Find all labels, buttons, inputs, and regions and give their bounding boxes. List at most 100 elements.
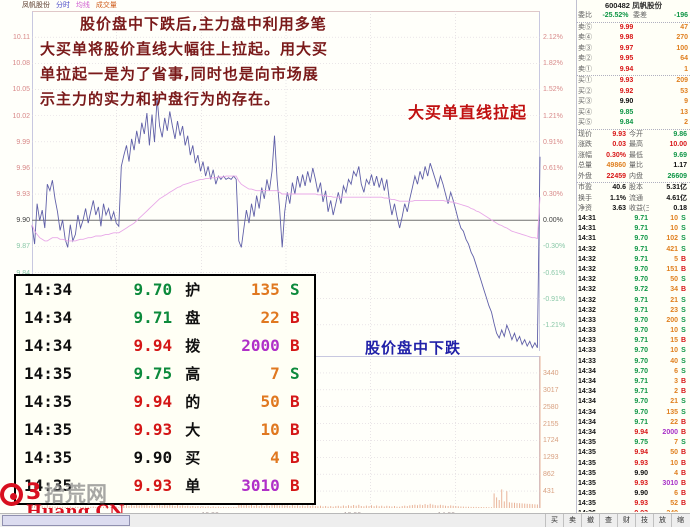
chart-header-indicator-fenshi[interactable]: 分时: [55, 2, 70, 9]
tick-time: 14:31: [578, 225, 596, 233]
chart-header-indicator-volume[interactable]: 成交量: [95, 2, 117, 9]
status-bar-button[interactable]: 缩: [671, 514, 689, 527]
chart-header-indicator-junjia[interactable]: 均线: [75, 2, 90, 9]
status-bar[interactable]: 买卖撤查财技放缩: [0, 513, 690, 527]
ask-label: 卖④: [578, 34, 592, 41]
tick-row[interactable]: 14:32 9.70 151 B: [577, 265, 690, 275]
divider: [577, 128, 690, 130]
status-bar-button[interactable]: 技: [635, 514, 653, 527]
chart-region[interactable]: 凤帆股份 分时 均线 成交量 10.11 10.08 10.05 10.02 9.99 9…: [0, 0, 576, 527]
bid-row[interactable]: 买④ 9.85 13: [577, 108, 690, 119]
tick-row[interactable]: 14:32 9.72 34 B: [577, 285, 690, 295]
price-axis-left-tick: 9.90: [16, 217, 30, 225]
tick-detail-row: 14:35 9.94 的 50 B: [16, 388, 314, 416]
ask-book[interactable]: 卖⑤ 9.99 47 卖④ 9.98 270 卖③ 9.97 100 卖② 9.95 64 卖① 9.94…: [577, 23, 690, 76]
ask-price: 9.94: [619, 65, 634, 73]
tick-row[interactable]: 14:34 9.71 22 B: [577, 418, 690, 428]
ask-row[interactable]: 卖⑤ 9.99 47: [577, 23, 690, 34]
stock-name: 凤帆股份: [632, 1, 663, 10]
tick-row[interactable]: 14:35 9.93 10 B: [577, 459, 690, 469]
tick-side: B: [680, 459, 687, 467]
tick-row[interactable]: 14:34 9.70 21 S: [577, 397, 690, 407]
tick-volume: 15: [670, 337, 678, 345]
bid-row[interactable]: 买⑤ 9.84 2: [577, 118, 690, 129]
bid-row[interactable]: 买① 9.93 209: [577, 76, 690, 87]
tick-row[interactable]: 14:31 9.70 102 S: [577, 234, 690, 244]
tick-row[interactable]: 14:35 9.93 3010 B: [577, 479, 690, 489]
price-axis-left-tick: 9.93: [16, 191, 30, 199]
tick-time: 14:35: [24, 420, 73, 439]
divider: [577, 21, 690, 23]
tick-row[interactable]: 14:32 9.71 21 S: [577, 296, 690, 306]
ask-volume: 1: [684, 65, 688, 73]
tick-volume: 6: [674, 490, 678, 498]
chart-header-stock-name: 凤帆股份: [22, 2, 50, 9]
tick-row[interactable]: 14:34 9.70 6 S: [577, 367, 690, 377]
tick-row[interactable]: 14:31 9.71 10 S: [577, 214, 690, 224]
tick-row[interactable]: 14:32 9.71 23 S: [577, 306, 690, 316]
tick-row[interactable]: 14:32 9.71 5 B: [577, 255, 690, 265]
tick-volume: 40: [670, 357, 678, 365]
tick-row[interactable]: 14:32 9.71 421 S: [577, 245, 690, 255]
tick-row[interactable]: 14:35 9.75 7 S: [577, 438, 690, 448]
tick-row[interactable]: 14:369.93249: [577, 509, 690, 512]
ask-row[interactable]: 卖① 9.94 1: [577, 65, 690, 76]
tick-row[interactable]: 14:34 9.71 3 B: [577, 377, 690, 387]
tick-row[interactable]: 14:35 9.93 52 B: [577, 499, 690, 509]
status-bar-tab[interactable]: [2, 515, 130, 526]
status-bar-button[interactable]: 财: [617, 514, 635, 527]
tick-row[interactable]: 14:33 9.70 10 S: [577, 346, 690, 356]
tick-row[interactable]: 14:33 9.70 40 S: [577, 357, 690, 367]
tick-time: 14:34: [578, 418, 596, 426]
tick-volume: 10: [670, 347, 678, 355]
tick-volume: 200: [666, 316, 678, 324]
status-bar-button[interactable]: 买: [545, 514, 563, 527]
tick-row[interactable]: 14:35 9.90 6 B: [577, 489, 690, 499]
ask-row[interactable]: 卖④ 9.98 270: [577, 33, 690, 44]
ask-price: 9.98: [619, 34, 634, 41]
tick-side: B: [680, 490, 687, 498]
summary-value: 49860: [606, 162, 626, 169]
tick-side: B: [290, 420, 300, 439]
annotation-char: 大: [185, 421, 201, 439]
tick-row[interactable]: 14:35 9.90 4 B: [577, 469, 690, 479]
weibi-value: -25.52%: [602, 12, 629, 19]
tick-time: 14:35: [578, 490, 596, 498]
tick-side: B: [290, 308, 300, 327]
series-average: [31, 175, 541, 242]
tick-row[interactable]: 14:34 9.70 135 S: [577, 408, 690, 418]
bid-book[interactable]: 买① 9.93 209 买② 9.92 53 买③ 9.90 9 买④ 9.85 13 买⑤ 9.84 2: [577, 76, 690, 129]
tick-row[interactable]: 14:35 9.94 50 B: [577, 448, 690, 458]
quote-panel[interactable]: 600482 凤帆股份 委比 -25.52% 委差 -196 卖⑤ 9.99 47 卖…: [576, 0, 690, 527]
tick-side: S: [290, 280, 300, 299]
bid-row[interactable]: 买② 9.92 53: [577, 87, 690, 98]
volume-axis-tick: 431: [543, 488, 555, 496]
tick-row[interactable]: 14:31 9.71 10 S: [577, 224, 690, 234]
bid-row[interactable]: 买③ 9.90 9: [577, 97, 690, 108]
status-bar-button[interactable]: 查: [599, 514, 617, 527]
tick-side: B: [680, 378, 687, 385]
tick-row[interactable]: 14:33 9.71 15 B: [577, 336, 690, 346]
tick-price: 9.94: [133, 336, 173, 355]
price-axis-left-tick: 9.99: [16, 138, 30, 146]
tick-time: 14:35: [578, 439, 596, 447]
status-bar-button[interactable]: 卖: [563, 514, 581, 527]
tick-row[interactable]: 14:33 9.70 10 S: [577, 326, 690, 336]
bid-label: 买⑤: [578, 119, 592, 126]
tick-row[interactable]: 14:33 9.70 200 S: [577, 316, 690, 326]
tick-detail-table: 14:34 9.70 护 135 S 14:34 9.71 盘 22 B 14:34 9.94 拨 200…: [16, 276, 314, 500]
ask-row[interactable]: 卖② 9.95 64: [577, 54, 690, 65]
status-bar-button[interactable]: 放: [653, 514, 671, 527]
tick-time: 14:35: [578, 479, 596, 487]
tick-row[interactable]: 14:34 9.71 2 B: [577, 387, 690, 397]
ask-row[interactable]: 卖③ 9.97 100: [577, 44, 690, 55]
tick-volume: 2000: [241, 336, 280, 355]
status-bar-button[interactable]: 撤: [581, 514, 599, 527]
tick-row[interactable]: 14:32 9.70 50 S: [577, 275, 690, 285]
price-axis-right-tick: -0.61%: [543, 269, 566, 277]
tick-time: 14:31: [578, 235, 596, 243]
tick-row[interactable]: 14:34 9.94 2000 B: [577, 428, 690, 438]
status-bar-buttons[interactable]: 买卖撤查财技放缩: [545, 514, 689, 527]
tick-time: 14:33: [578, 316, 596, 324]
tick-list[interactable]: 14:31 9.71 10 S 14:31 9.71 10 S 14:31 9.70 102 S 14:…: [577, 214, 690, 512]
